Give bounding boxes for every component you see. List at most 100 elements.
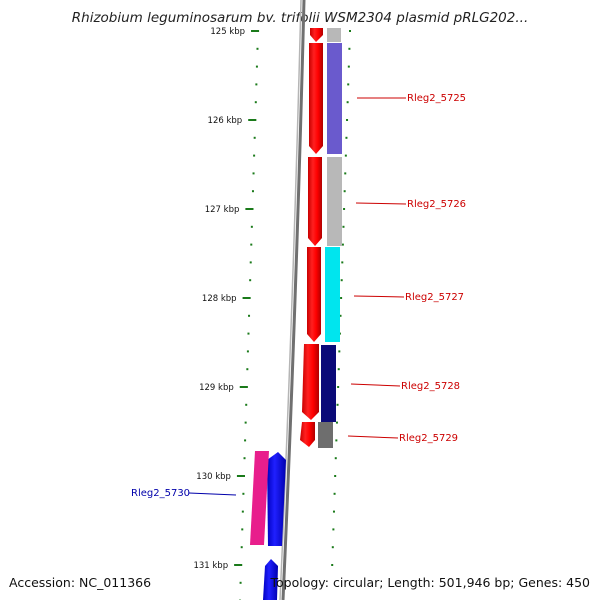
minor-tick — [346, 101, 349, 104]
minor-tick — [257, 30, 260, 32]
tick-label: 125 kbp — [210, 27, 245, 37]
cds-arrow — [308, 157, 322, 246]
minor-tick — [249, 279, 252, 282]
minor-tick — [340, 297, 343, 299]
minor-tick — [245, 386, 248, 388]
minor-tick — [337, 368, 340, 371]
minor-tick — [344, 154, 347, 157]
minor-tick — [343, 208, 346, 210]
minor-tick — [347, 83, 350, 86]
gene-block-rleg2-5725 — [327, 43, 342, 154]
minor-tick — [335, 439, 338, 442]
cds-arrow-reverse — [263, 559, 278, 600]
minor-tick — [334, 475, 337, 477]
minor-tick — [239, 581, 242, 584]
leader-line-rleg2-5728 — [350, 383, 401, 387]
minor-tick — [339, 314, 342, 317]
minor-tick — [336, 403, 339, 406]
gene-label-rleg2-5726: Rleg2_5726 — [407, 199, 466, 210]
minor-tick — [240, 546, 243, 549]
gene-label-rleg2-5725: Rleg2_5725 — [407, 93, 466, 104]
minor-tick — [254, 101, 257, 104]
minor-tick — [341, 243, 344, 246]
minor-tick — [255, 65, 258, 68]
minor-tick — [345, 136, 348, 139]
minor-tick — [331, 564, 334, 566]
minor-tick — [251, 190, 254, 193]
tick-label: 126 kbp — [208, 116, 243, 126]
gene-labels: Rleg2_5725 Rleg2_5726 Rleg2_5727 Rleg2_5… — [131, 93, 466, 499]
minor-tick — [241, 528, 244, 531]
tick-label: 131 kbp — [193, 561, 228, 571]
minor-tick — [332, 528, 335, 531]
minor-tick — [247, 332, 250, 335]
minor-tick — [256, 47, 259, 50]
cds-arrow — [302, 344, 319, 420]
minor-tick — [241, 510, 244, 513]
tick-label: 130 kbp — [196, 472, 231, 482]
gene-label-rleg2-5728: Rleg2_5728 — [401, 381, 460, 392]
gene-label-rleg2-5730: Rleg2_5730 — [131, 488, 190, 499]
gene-block-rleg2-5729 — [318, 422, 333, 448]
gene-block-rleg2-5726 — [327, 157, 342, 246]
leader-line-rleg2-5727 — [353, 295, 405, 298]
minor-tick — [334, 457, 337, 460]
minor-tick — [246, 368, 249, 371]
minor-tick — [344, 172, 347, 175]
cds-arrow — [310, 28, 323, 42]
minor-tick — [340, 279, 343, 282]
minor-tick — [251, 208, 254, 210]
minor-tick — [253, 136, 256, 139]
backbone-outer — [281, 0, 306, 600]
minor-tick — [253, 154, 256, 157]
gene-block-rleg2-5728 — [321, 345, 336, 422]
minor-tick — [331, 546, 334, 549]
minor-tick — [333, 492, 336, 495]
minor-tick — [338, 350, 341, 353]
leader-line-rleg2-5729 — [347, 435, 399, 439]
minor-tick — [254, 119, 257, 121]
gene-block-top — [327, 28, 341, 42]
cds-arrow-reverse — [267, 452, 286, 546]
minor-tick — [242, 492, 245, 495]
cds-arrow — [300, 422, 315, 447]
minor-tick — [252, 172, 255, 175]
minor-tick — [349, 30, 351, 32]
minor-tick — [337, 386, 340, 388]
minor-tick — [332, 510, 335, 513]
backbone-inner — [279, 0, 302, 600]
minor-tick — [348, 47, 351, 50]
leader-line-rleg2-5726 — [355, 202, 407, 205]
leader-line-rleg2-5730 — [188, 492, 237, 496]
minor-tick — [248, 297, 251, 299]
minor-tick — [250, 225, 253, 228]
tick-label: 127 kbp — [205, 205, 240, 215]
gene-block-rleg2-5730 — [250, 451, 269, 545]
gene-label-rleg2-5727: Rleg2_5727 — [405, 292, 464, 303]
accession-text: Accession: NC_011366 — [9, 575, 152, 590]
tick-label: 128 kbp — [202, 294, 237, 304]
minor-tick — [244, 421, 247, 424]
minor-tick — [346, 119, 349, 121]
minor-tick — [245, 403, 248, 406]
minor-tick — [342, 225, 345, 228]
gene-track — [250, 28, 342, 545]
minor-tick — [243, 457, 246, 460]
minor-tick — [347, 65, 350, 68]
minor-tick — [335, 421, 338, 424]
cds-arrow — [307, 247, 321, 342]
minor-tick — [240, 564, 243, 566]
minor-tick — [249, 261, 252, 264]
minor-tick — [341, 261, 344, 264]
minor-tick — [242, 475, 245, 477]
cds-arrow — [309, 43, 323, 154]
topology-summary: Topology: circular; Length: 501,946 bp; … — [270, 575, 591, 590]
cds-track — [263, 28, 323, 600]
minor-tick — [246, 350, 249, 353]
gene-block-rleg2-5727 — [325, 247, 340, 342]
tick-label: 129 kbp — [199, 383, 234, 393]
gene-label-rleg2-5729: Rleg2_5729 — [399, 433, 458, 444]
minor-tick — [248, 314, 251, 317]
minor-tick — [343, 190, 346, 193]
